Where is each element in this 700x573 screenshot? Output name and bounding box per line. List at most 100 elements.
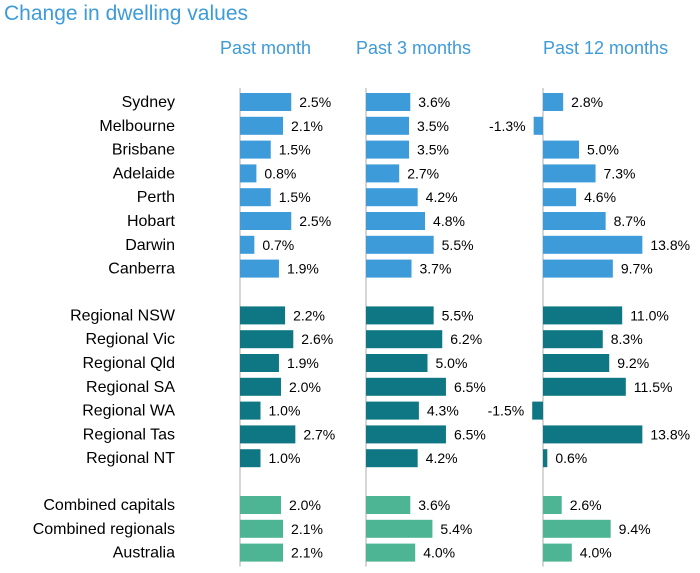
- bar-canberra-past-12-months: [543, 259, 613, 278]
- row-label-canberra: Canberra: [108, 261, 175, 278]
- value-label-perth-past-12-months: 4.6%: [584, 189, 616, 205]
- bar-regional-nsw-past-3-months: [366, 306, 434, 325]
- value-label-regional-qld-past-3-months: 5.0%: [436, 355, 468, 371]
- bar-brisbane-past-3-months: [366, 140, 410, 159]
- axes-layer: [239, 88, 544, 567]
- value-label-regional-nsw-past-12-months: 11.0%: [630, 307, 669, 323]
- row-label-adelaide: Adelaide: [113, 165, 175, 182]
- value-label-regional-nt-past-month: 1.0%: [269, 450, 301, 466]
- value-label-hobart-past-3-months: 4.8%: [433, 213, 465, 229]
- bar-combined-capitals-past-3-months: [366, 496, 411, 514]
- row-label-brisbane: Brisbane: [112, 142, 175, 159]
- panel-header-past-3-months: Past 3 months: [356, 38, 471, 58]
- bar-adelaide-past-3-months: [366, 164, 400, 183]
- value-label-regional-wa-past-month: 1.0%: [269, 403, 301, 419]
- bar-brisbane-past-month: [240, 140, 271, 159]
- row-label-hobart: Hobart: [127, 213, 176, 230]
- value-label-perth-past-3-months: 4.2%: [426, 189, 458, 205]
- bar-regional-qld-past-3-months: [366, 354, 428, 372]
- value-label-darwin-past-3-months: 5.5%: [442, 237, 474, 253]
- bar-regional-nsw-past-12-months: [543, 306, 623, 325]
- bar-perth-past-12-months: [543, 188, 577, 207]
- bar-regional-nt-past-12-months: [543, 449, 548, 468]
- bar-regional-wa-past-12-months: [532, 401, 543, 420]
- value-label-australia-past-month: 2.1%: [291, 545, 323, 561]
- bar-regional-tas-past-3-months: [366, 425, 446, 444]
- bar-regional-vic-past-month: [240, 330, 294, 349]
- value-labels: 2.5% 3.6% 2.8% 2.1% 3.5% -1.3% 1.5% 3.5% 5.0% 0.8…: [262, 94, 690, 561]
- bar-darwin-past-12-months: [543, 235, 643, 254]
- value-label-canberra-past-12-months: 9.7%: [621, 261, 653, 277]
- row-label-perth: Perth: [137, 189, 175, 206]
- value-label-canberra-past-month: 1.9%: [287, 261, 319, 277]
- bar-regional-tas-past-month: [240, 425, 296, 444]
- row-label-regional-nt: Regional NT: [86, 450, 175, 467]
- value-label-sydney-past-3-months: 3.6%: [418, 94, 450, 110]
- bar-regional-qld-past-month: [240, 354, 279, 372]
- value-label-combined-capitals-past-month: 2.0%: [289, 497, 321, 513]
- bar-australia-past-12-months: [543, 543, 572, 562]
- bar-hobart-past-month: [240, 212, 292, 230]
- row-label-darwin: Darwin: [125, 237, 175, 254]
- value-label-sydney-past-month: 2.5%: [299, 94, 331, 110]
- bar-regional-sa-past-12-months: [543, 377, 626, 396]
- value-label-regional-nt-past-3-months: 4.2%: [426, 450, 458, 466]
- bar-darwin-past-month: [240, 235, 255, 254]
- value-label-regional-vic-past-month: 2.6%: [301, 331, 333, 347]
- value-label-australia-past-12-months: 4.0%: [580, 545, 612, 561]
- value-label-canberra-past-3-months: 3.7%: [420, 261, 452, 277]
- value-label-regional-qld-past-month: 1.9%: [287, 355, 319, 371]
- row-label-combined-capitals: Combined capitals: [43, 497, 175, 514]
- bar-combined-regionals-past-month: [240, 519, 284, 538]
- bar-regional-wa-past-3-months: [366, 401, 419, 420]
- value-label-regional-sa-past-3-months: 6.5%: [454, 379, 486, 395]
- bar-regional-tas-past-12-months: [543, 425, 643, 444]
- row-label-melbourne: Melbourne: [99, 118, 175, 135]
- bar-australia-past-month: [240, 543, 284, 562]
- value-label-regional-sa-past-month: 2.0%: [289, 379, 321, 395]
- value-label-adelaide-past-3-months: 2.7%: [407, 165, 439, 181]
- value-label-melbourne-past-3-months: 3.5%: [417, 118, 449, 134]
- row-label-regional-vic: Regional Vic: [85, 331, 175, 348]
- chart-title: Change in dwelling values: [4, 2, 248, 25]
- bar-regional-sa-past-3-months: [366, 377, 446, 396]
- bar-melbourne-past-month: [240, 116, 284, 135]
- bar-perth-past-month: [240, 188, 271, 207]
- row-label-regional-nsw: Regional NSW: [70, 307, 176, 324]
- row-label-sydney: Sydney: [122, 94, 175, 111]
- bar-sydney-past-3-months: [366, 93, 411, 111]
- bar-melbourne-past-3-months: [366, 116, 410, 135]
- bar-melbourne-past-12-months: [533, 116, 543, 135]
- bar-combined-regionals-past-3-months: [366, 519, 433, 538]
- row-label-combined-regionals: Combined regionals: [33, 521, 175, 538]
- bar-hobart-past-12-months: [543, 212, 606, 230]
- bar-sydney-past-12-months: [543, 93, 564, 111]
- panel-headers: Past month Past 3 months Past 12 months: [220, 38, 668, 58]
- row-label-regional-qld: Regional Qld: [83, 355, 176, 372]
- value-label-regional-wa-past-12-months: -1.5%: [488, 403, 525, 419]
- row-label-regional-tas: Regional Tas: [83, 426, 175, 443]
- value-label-regional-tas-past-3-months: 6.5%: [454, 426, 486, 442]
- bar-canberra-past-3-months: [366, 259, 412, 278]
- value-label-combined-capitals-past-3-months: 3.6%: [418, 497, 450, 513]
- value-label-perth-past-month: 1.5%: [279, 189, 311, 205]
- bars-layer: [240, 93, 643, 562]
- bar-regional-vic-past-12-months: [543, 330, 603, 349]
- bar-adelaide-past-12-months: [543, 164, 596, 183]
- value-label-brisbane-past-month: 1.5%: [279, 142, 311, 158]
- value-label-darwin-past-month: 0.7%: [262, 237, 294, 253]
- value-label-sydney-past-12-months: 2.8%: [571, 94, 603, 110]
- value-label-regional-qld-past-12-months: 9.2%: [617, 355, 649, 371]
- bar-perth-past-3-months: [366, 188, 418, 207]
- value-label-combined-regionals-past-3-months: 5.4%: [440, 521, 472, 537]
- value-label-regional-vic-past-3-months: 6.2%: [450, 331, 482, 347]
- row-label-regional-sa: Regional SA: [86, 379, 175, 396]
- value-label-brisbane-past-3-months: 3.5%: [417, 142, 449, 158]
- row-labels: Sydney Melbourne Brisbane Adelaide Perth Hoba…: [33, 94, 176, 562]
- value-label-melbourne-past-month: 2.1%: [291, 118, 323, 134]
- value-label-adelaide-past-month: 0.8%: [264, 165, 296, 181]
- bar-regional-qld-past-12-months: [543, 354, 610, 372]
- value-label-regional-nsw-past-month: 2.2%: [293, 307, 325, 323]
- value-label-darwin-past-12-months: 13.8%: [650, 237, 690, 253]
